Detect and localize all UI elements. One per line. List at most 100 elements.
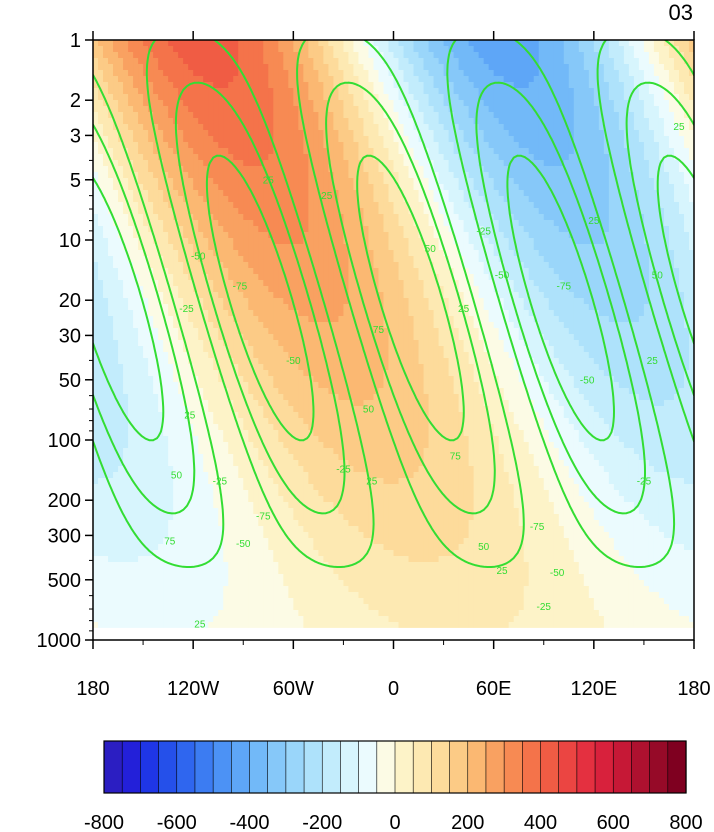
shade-cell <box>469 136 475 143</box>
shade-cell <box>163 142 169 149</box>
shade-cell <box>373 178 379 185</box>
shade-cell <box>353 226 359 233</box>
shade-cell <box>519 196 525 203</box>
shade-cell <box>599 130 605 137</box>
shade-cell <box>519 70 525 77</box>
shade-cell <box>574 208 580 215</box>
shade-cell <box>93 64 99 71</box>
shade-cell <box>98 214 104 221</box>
shade-cell <box>303 82 309 89</box>
shade-cell <box>358 52 364 59</box>
shade-cell <box>514 100 520 107</box>
shade-cell <box>564 76 570 83</box>
shade-cell <box>534 76 540 83</box>
shade-cell <box>589 118 595 125</box>
shade-cell <box>504 154 510 161</box>
shade-cell <box>238 208 244 215</box>
shade-cell <box>624 52 630 59</box>
shade-cell <box>399 208 405 215</box>
shade-cell <box>258 94 264 101</box>
shade-cell <box>288 208 294 215</box>
shade-cell <box>118 286 124 293</box>
shade-cell <box>569 112 575 119</box>
shade-cell <box>514 82 520 89</box>
shade-cell <box>654 142 660 149</box>
shade-cell <box>173 88 179 95</box>
shade-cell <box>273 58 279 65</box>
shade-cell <box>539 100 545 107</box>
shade-cell <box>509 70 515 77</box>
shade-cell <box>419 124 425 131</box>
shade-cell <box>278 238 284 245</box>
shade-cell <box>449 64 455 71</box>
shade-cell <box>684 220 690 227</box>
shade-cell <box>519 136 525 143</box>
shade-cell <box>198 124 204 131</box>
shade-cell <box>494 100 500 107</box>
shade-cell <box>394 232 400 239</box>
shade-cell <box>394 52 400 59</box>
shade-cell <box>308 52 314 59</box>
shade-cell <box>674 64 680 71</box>
shade-cell <box>98 202 104 209</box>
shade-cell <box>544 160 550 167</box>
shade-cell <box>383 184 389 191</box>
shade-cell <box>649 208 655 215</box>
shade-cell <box>168 88 174 95</box>
shade-cell <box>679 244 685 251</box>
shade-cell <box>444 106 450 113</box>
shade-cell <box>524 202 530 209</box>
shade-cell <box>504 58 510 65</box>
shade-cell <box>464 106 470 113</box>
shade-cell <box>554 244 560 251</box>
shade-cell <box>273 124 279 131</box>
shade-cell <box>409 40 415 47</box>
shade-cell <box>338 154 344 161</box>
shade-cell <box>444 220 450 227</box>
shade-cell <box>318 82 324 89</box>
shade-cell <box>388 82 394 89</box>
shade-cell <box>283 196 289 203</box>
shade-cell <box>288 76 294 83</box>
shade-cell <box>333 154 339 161</box>
shade-cell <box>333 172 339 179</box>
shade-cell <box>228 82 234 89</box>
shade-cell <box>404 82 410 89</box>
shade-cell <box>283 142 289 149</box>
shade-cell <box>629 52 635 59</box>
shade-cell <box>313 226 319 233</box>
shade-cell <box>444 118 450 125</box>
shade-cell <box>118 196 124 203</box>
shade-cell <box>424 220 430 227</box>
shade-cell <box>238 268 244 275</box>
shade-cell <box>534 184 540 191</box>
shade-cell <box>333 136 339 143</box>
shade-cell <box>163 130 169 137</box>
shade-cell <box>153 178 159 185</box>
shade-cell <box>223 256 229 263</box>
shade-cell <box>589 106 595 113</box>
shade-cell <box>419 100 425 107</box>
shade-cell <box>669 232 675 239</box>
shade-cell <box>118 52 124 59</box>
shade-cell <box>599 82 605 89</box>
shade-cell <box>494 220 500 227</box>
shade-cell <box>659 70 665 77</box>
shade-cell <box>228 130 234 137</box>
shade-cell <box>549 166 555 173</box>
shade-cell <box>253 250 259 257</box>
shade-cell <box>238 214 244 221</box>
shade-cell <box>378 166 384 173</box>
shade-cell <box>664 112 670 119</box>
shade-cell <box>233 148 239 155</box>
shade-cell <box>419 64 425 71</box>
shade-cell <box>218 250 224 257</box>
shade-cell <box>619 148 625 155</box>
shade-cell <box>609 106 615 113</box>
shade-cell <box>383 262 389 269</box>
shade-cell <box>268 88 274 95</box>
shade-cell <box>258 142 264 149</box>
shade-cell <box>373 226 379 233</box>
shade-cell <box>559 220 565 227</box>
shade-cell <box>624 202 630 209</box>
